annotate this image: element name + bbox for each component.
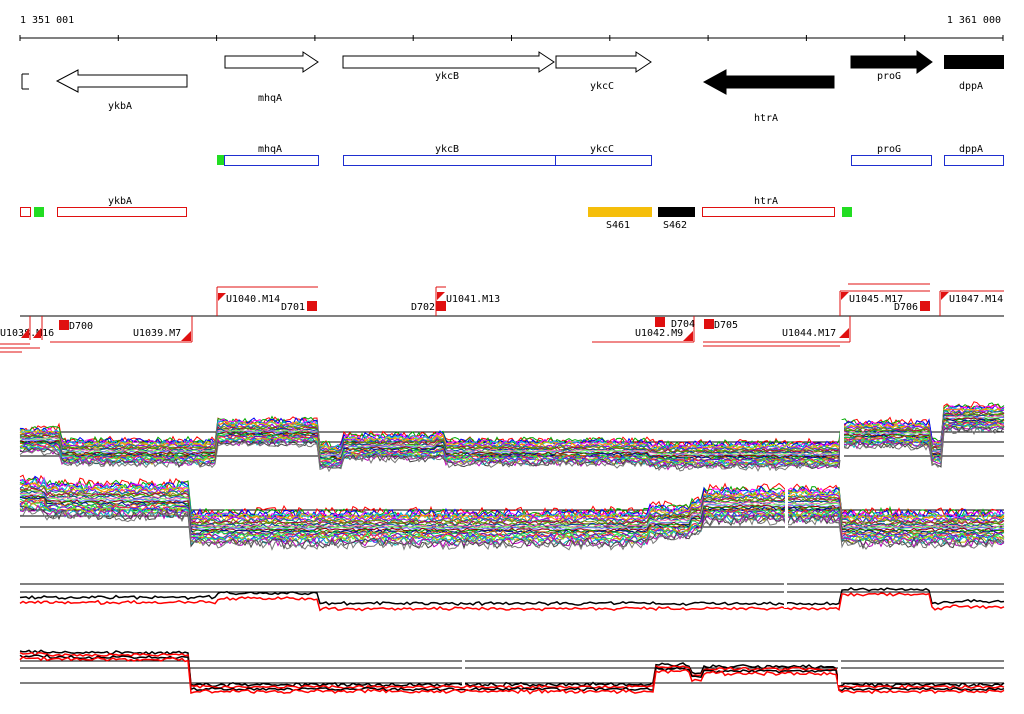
tu-start-flag: [33, 328, 41, 338]
blue-label-prog: proG: [877, 144, 901, 155]
ruler-start-label: 1 351 001: [20, 15, 74, 26]
tu-start-flag: [941, 292, 949, 300]
expression-tracks: [19, 401, 1005, 695]
tu-start-flag: [218, 293, 226, 301]
gene-arrow-ykcb[interactable]: [342, 51, 555, 73]
tu-label-u1045: U1045.M17: [849, 294, 903, 305]
segment-s462[interactable]: [658, 207, 695, 217]
tu-end-marker: [436, 301, 446, 311]
green-marker[interactable]: [842, 207, 852, 217]
expression-panel-2: [19, 474, 1005, 551]
gene-track: ykbA mhqA ykcB ykcC htrA proG dppA: [21, 50, 1004, 124]
expression-lines: [19, 474, 1005, 551]
tu-start-flag: [839, 328, 849, 338]
expression-lines: [19, 649, 1005, 695]
expression-panel-4: [19, 649, 1005, 695]
gene-arrow-ykba[interactable]: [55, 69, 188, 93]
gene-label-prog: proG: [877, 71, 901, 82]
red-box-htra[interactable]: [702, 207, 835, 217]
tu-label-u1041: U1041.M13: [446, 294, 500, 305]
gene-label-ykcc: ykcC: [590, 81, 614, 92]
tu-label-u1042: U1042.M9: [635, 328, 683, 339]
red-box-small[interactable]: [20, 207, 31, 217]
expression-line: [19, 586, 1005, 607]
tu-label-d700: D700: [69, 321, 93, 332]
tu-label-d704: D704: [671, 319, 695, 330]
gene-arrow-ykcc[interactable]: [555, 51, 652, 73]
tu-start-flag: [683, 331, 693, 341]
blue-box-dppa[interactable]: [944, 155, 1004, 166]
expression-panel-3: [19, 583, 1005, 612]
gene-label-mhqa: mhqA: [258, 93, 282, 104]
green-marker[interactable]: [217, 155, 224, 165]
gene-arrow-mhqa[interactable]: [224, 51, 319, 73]
expression-line: [19, 655, 1005, 695]
blue-label-ykcc: ykcC: [590, 144, 614, 155]
tu-label-u1047: U1047.M14: [949, 294, 1003, 305]
transcript-track: U1040.M14 D701 D702 U1041.M13 U1045.M17 …: [0, 283, 1004, 353]
expression-lines: [19, 401, 1005, 473]
gap: [462, 655, 465, 685]
tu-label-d706: D706: [894, 302, 918, 313]
gap: [838, 655, 841, 685]
blue-box-ykcc[interactable]: [555, 155, 652, 166]
tu-end-marker: [59, 320, 69, 330]
gene-arrow-prog[interactable]: [850, 50, 933, 74]
tu-end-marker: [307, 301, 317, 311]
tu-label-u1040: U1040.M14: [226, 294, 280, 305]
blue-box-ykcb[interactable]: [343, 155, 556, 166]
gene-label-ykcb: ykcB: [435, 71, 459, 82]
expression-line: [19, 482, 1005, 523]
gene-arrow-htra[interactable]: [702, 69, 835, 95]
expression-lines: [19, 586, 1005, 612]
gap: [840, 420, 844, 460]
gene-arrow-dppa[interactable]: [944, 55, 1004, 69]
tu-label-u1044: U1044.M17: [782, 328, 836, 339]
ruler-ticks: [19, 35, 1004, 41]
track-gaps: [462, 420, 844, 685]
gap: [784, 578, 787, 608]
tu-end-marker: [655, 317, 665, 327]
blue-label-ykcb: ykcB: [435, 144, 459, 155]
expression-line: [19, 592, 1005, 612]
gap: [785, 480, 788, 530]
red-label-htra: htrA: [754, 196, 778, 207]
tu-end-marker: [704, 319, 714, 329]
segment-label-s462: S462: [663, 220, 687, 231]
blue-box-prog[interactable]: [851, 155, 932, 166]
blue-box-mhqa[interactable]: [224, 155, 319, 166]
gene-label-dppa: dppA: [959, 81, 983, 92]
red-annotation-track: ykbA S461 S462 htrA: [20, 196, 852, 231]
tu-label-d702: D702: [411, 302, 435, 313]
blue-annotation-track: mhqA ykcB ykcC proG dppA: [217, 144, 1004, 166]
gene-arrow-partial[interactable]: [21, 73, 29, 90]
green-marker[interactable]: [34, 207, 44, 217]
blue-label-dppa: dppA: [959, 144, 983, 155]
segment-s461[interactable]: [588, 207, 652, 217]
gene-label-ykba: ykbA: [108, 101, 132, 112]
expression-line: [19, 504, 1005, 549]
tu-start-flag: [181, 331, 191, 341]
tu-start-flag: [841, 292, 849, 300]
blue-label-mhqa: mhqA: [258, 144, 282, 155]
expression-line: [20, 509, 1005, 551]
red-label-ykba: ykbA: [108, 196, 132, 207]
segment-label-s461: S461: [606, 220, 630, 231]
tu-end-marker: [920, 301, 930, 311]
ruler-end-label: 1 361 000: [947, 15, 1001, 26]
red-box-ykba[interactable]: [57, 207, 187, 217]
tu-label-d705: D705: [714, 320, 738, 331]
tu-start-flag: [437, 292, 445, 300]
tu-start-flag: [21, 328, 29, 338]
gene-label-htra: htrA: [754, 113, 778, 124]
tu-label-d701: D701: [281, 302, 305, 313]
expression-panel-1: [19, 401, 1005, 473]
coordinate-ruler: 1 351 001 1 361 000: [19, 15, 1004, 41]
tu-label-u1039: U1039.M7: [133, 328, 181, 339]
